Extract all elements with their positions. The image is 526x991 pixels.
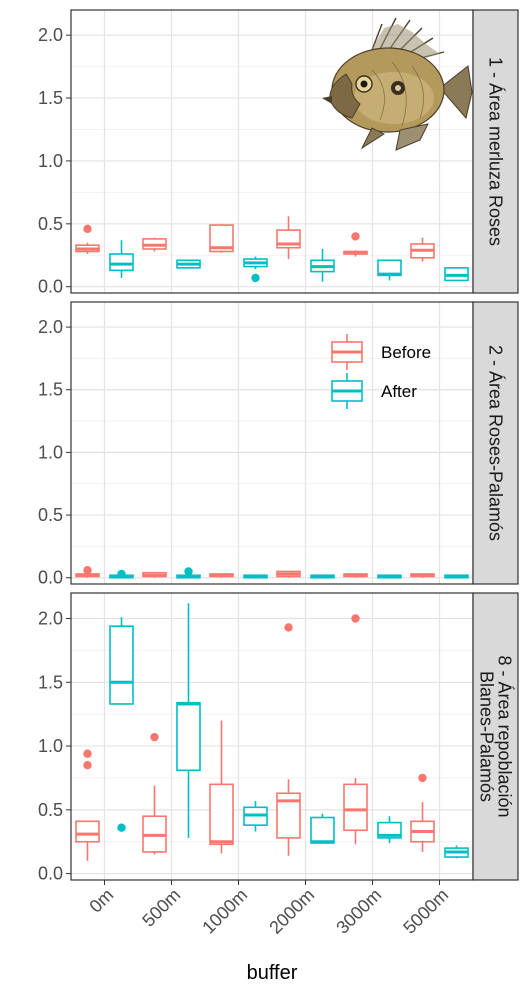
legend: Before After bbox=[331, 334, 431, 409]
x-tick-label: 0m bbox=[85, 885, 117, 917]
facet-panel-3: 0.0 0.5 1.0 1.5 2.0 bbox=[38, 592, 519, 884]
outlier-point bbox=[251, 273, 260, 283]
strip-label: 8 - Área repoblaciónBlanes-Palamós bbox=[477, 655, 515, 817]
box-before-5000m bbox=[410, 773, 435, 852]
y-tick-label: 1.5 bbox=[38, 380, 63, 400]
box-after-1000m bbox=[243, 574, 268, 579]
box-after-2000m bbox=[310, 574, 335, 579]
box-after-0m bbox=[109, 569, 134, 579]
strip-label-line: 1 - Área merluza Roses bbox=[486, 57, 506, 246]
x-tick-label: 1000m bbox=[198, 885, 251, 938]
box-after-2000m bbox=[310, 813, 335, 844]
box-before-3000m bbox=[343, 614, 368, 845]
box-after-1000m bbox=[243, 800, 268, 832]
x-tick-label: 500m bbox=[138, 885, 184, 931]
y-tick-label: 1.0 bbox=[38, 736, 63, 756]
y-tick-label: 0.5 bbox=[38, 505, 63, 525]
box-before-0m bbox=[75, 749, 100, 861]
outlier-point bbox=[117, 823, 126, 832]
y-tick-label: 0.0 bbox=[38, 568, 63, 588]
box-body bbox=[343, 783, 368, 832]
y-tick-label: 2.0 bbox=[38, 25, 63, 45]
outlier-point bbox=[351, 614, 360, 623]
legend-label-after: After bbox=[381, 382, 417, 401]
box-after-0m bbox=[109, 617, 134, 832]
box-body bbox=[109, 625, 134, 705]
box-before-3000m bbox=[343, 573, 368, 578]
box-body bbox=[109, 253, 134, 272]
y-tick-label: 1.0 bbox=[38, 151, 63, 171]
box-before-500m bbox=[142, 571, 167, 578]
box-before-2000m bbox=[276, 570, 301, 578]
box-before-0m bbox=[75, 224, 100, 255]
outlier-point bbox=[83, 749, 92, 758]
strip-background bbox=[472, 9, 519, 294]
outlier-point bbox=[284, 623, 293, 632]
x-tick-label: 2000m bbox=[265, 885, 318, 938]
box-after-3000m bbox=[377, 259, 402, 281]
outlier-point bbox=[351, 232, 360, 241]
y-tick-label: 0.0 bbox=[38, 277, 63, 297]
outlier-point bbox=[83, 566, 92, 575]
box-after-5000m bbox=[444, 845, 469, 859]
box-body bbox=[310, 816, 335, 844]
box-after-1000m bbox=[243, 256, 268, 283]
facet-panel-1: 0.0 0.5 1.0 1.5 2.0 bbox=[38, 9, 519, 297]
legend-label-before: Before bbox=[381, 343, 431, 362]
y-tick-label: 0.5 bbox=[38, 214, 63, 234]
box-body bbox=[209, 224, 234, 253]
box-after-5000m bbox=[444, 574, 469, 579]
box-body bbox=[75, 820, 100, 843]
strip-background bbox=[472, 592, 519, 881]
outlier-point bbox=[117, 569, 126, 579]
strip-label-line: 8 - Área repoblación bbox=[495, 655, 515, 817]
box-before-2000m bbox=[276, 216, 301, 260]
box-before-1000m bbox=[209, 720, 234, 854]
x-axis-title: buffer bbox=[247, 962, 298, 984]
box-body bbox=[276, 792, 301, 839]
box-body bbox=[209, 783, 234, 846]
panel-background bbox=[71, 302, 473, 584]
box-after-500m bbox=[176, 603, 201, 838]
strip-label-line: 2 - Área Roses-Palamós bbox=[486, 345, 506, 541]
box-before-0m bbox=[75, 566, 100, 578]
box-body bbox=[176, 701, 201, 772]
strip-label-line: Blanes-Palamós bbox=[477, 671, 497, 802]
y-tick-label: 2.0 bbox=[38, 317, 63, 337]
outlier-point bbox=[83, 761, 92, 770]
box-after-3000m bbox=[377, 816, 402, 844]
x-tick-label: 3000m bbox=[332, 885, 385, 938]
y-tick-label: 0.5 bbox=[38, 800, 63, 820]
y-tick-label: 2.0 bbox=[38, 609, 63, 629]
x-tick-label: 5000m bbox=[399, 885, 452, 938]
facet-panel-2: 0.0 0.5 1.0 1.5 2.0 bbox=[38, 301, 519, 588]
panel-background bbox=[71, 593, 473, 880]
box-before-3000m bbox=[343, 232, 368, 257]
box-after-0m bbox=[109, 240, 134, 278]
box-before-5000m bbox=[410, 573, 435, 578]
box-before-500m bbox=[142, 237, 167, 252]
strip-background bbox=[472, 301, 519, 585]
box-before-2000m bbox=[276, 623, 301, 856]
strip-label: 2 - Área Roses-Palamós bbox=[486, 345, 506, 541]
y-tick-label: 0.0 bbox=[38, 864, 63, 884]
y-tick-label: 1.5 bbox=[38, 672, 63, 692]
outlier-point bbox=[83, 224, 92, 234]
y-tick-label: 1.5 bbox=[38, 88, 63, 108]
box-before-500m bbox=[142, 732, 167, 855]
box-after-3000m bbox=[377, 574, 402, 579]
box-after-2000m bbox=[310, 248, 335, 282]
outlier-point bbox=[184, 567, 193, 576]
box-after-500m bbox=[176, 567, 201, 579]
box-before-1000m bbox=[209, 223, 234, 253]
box-after-500m bbox=[176, 259, 201, 269]
outlier-point bbox=[418, 773, 427, 783]
strip-label: 1 - Área merluza Roses bbox=[486, 57, 506, 246]
y-tick-label: 1.0 bbox=[38, 442, 63, 462]
box-after-5000m bbox=[444, 267, 469, 282]
box-before-1000m bbox=[209, 573, 234, 578]
outlier-point bbox=[150, 732, 159, 742]
box-before-5000m bbox=[410, 237, 435, 262]
